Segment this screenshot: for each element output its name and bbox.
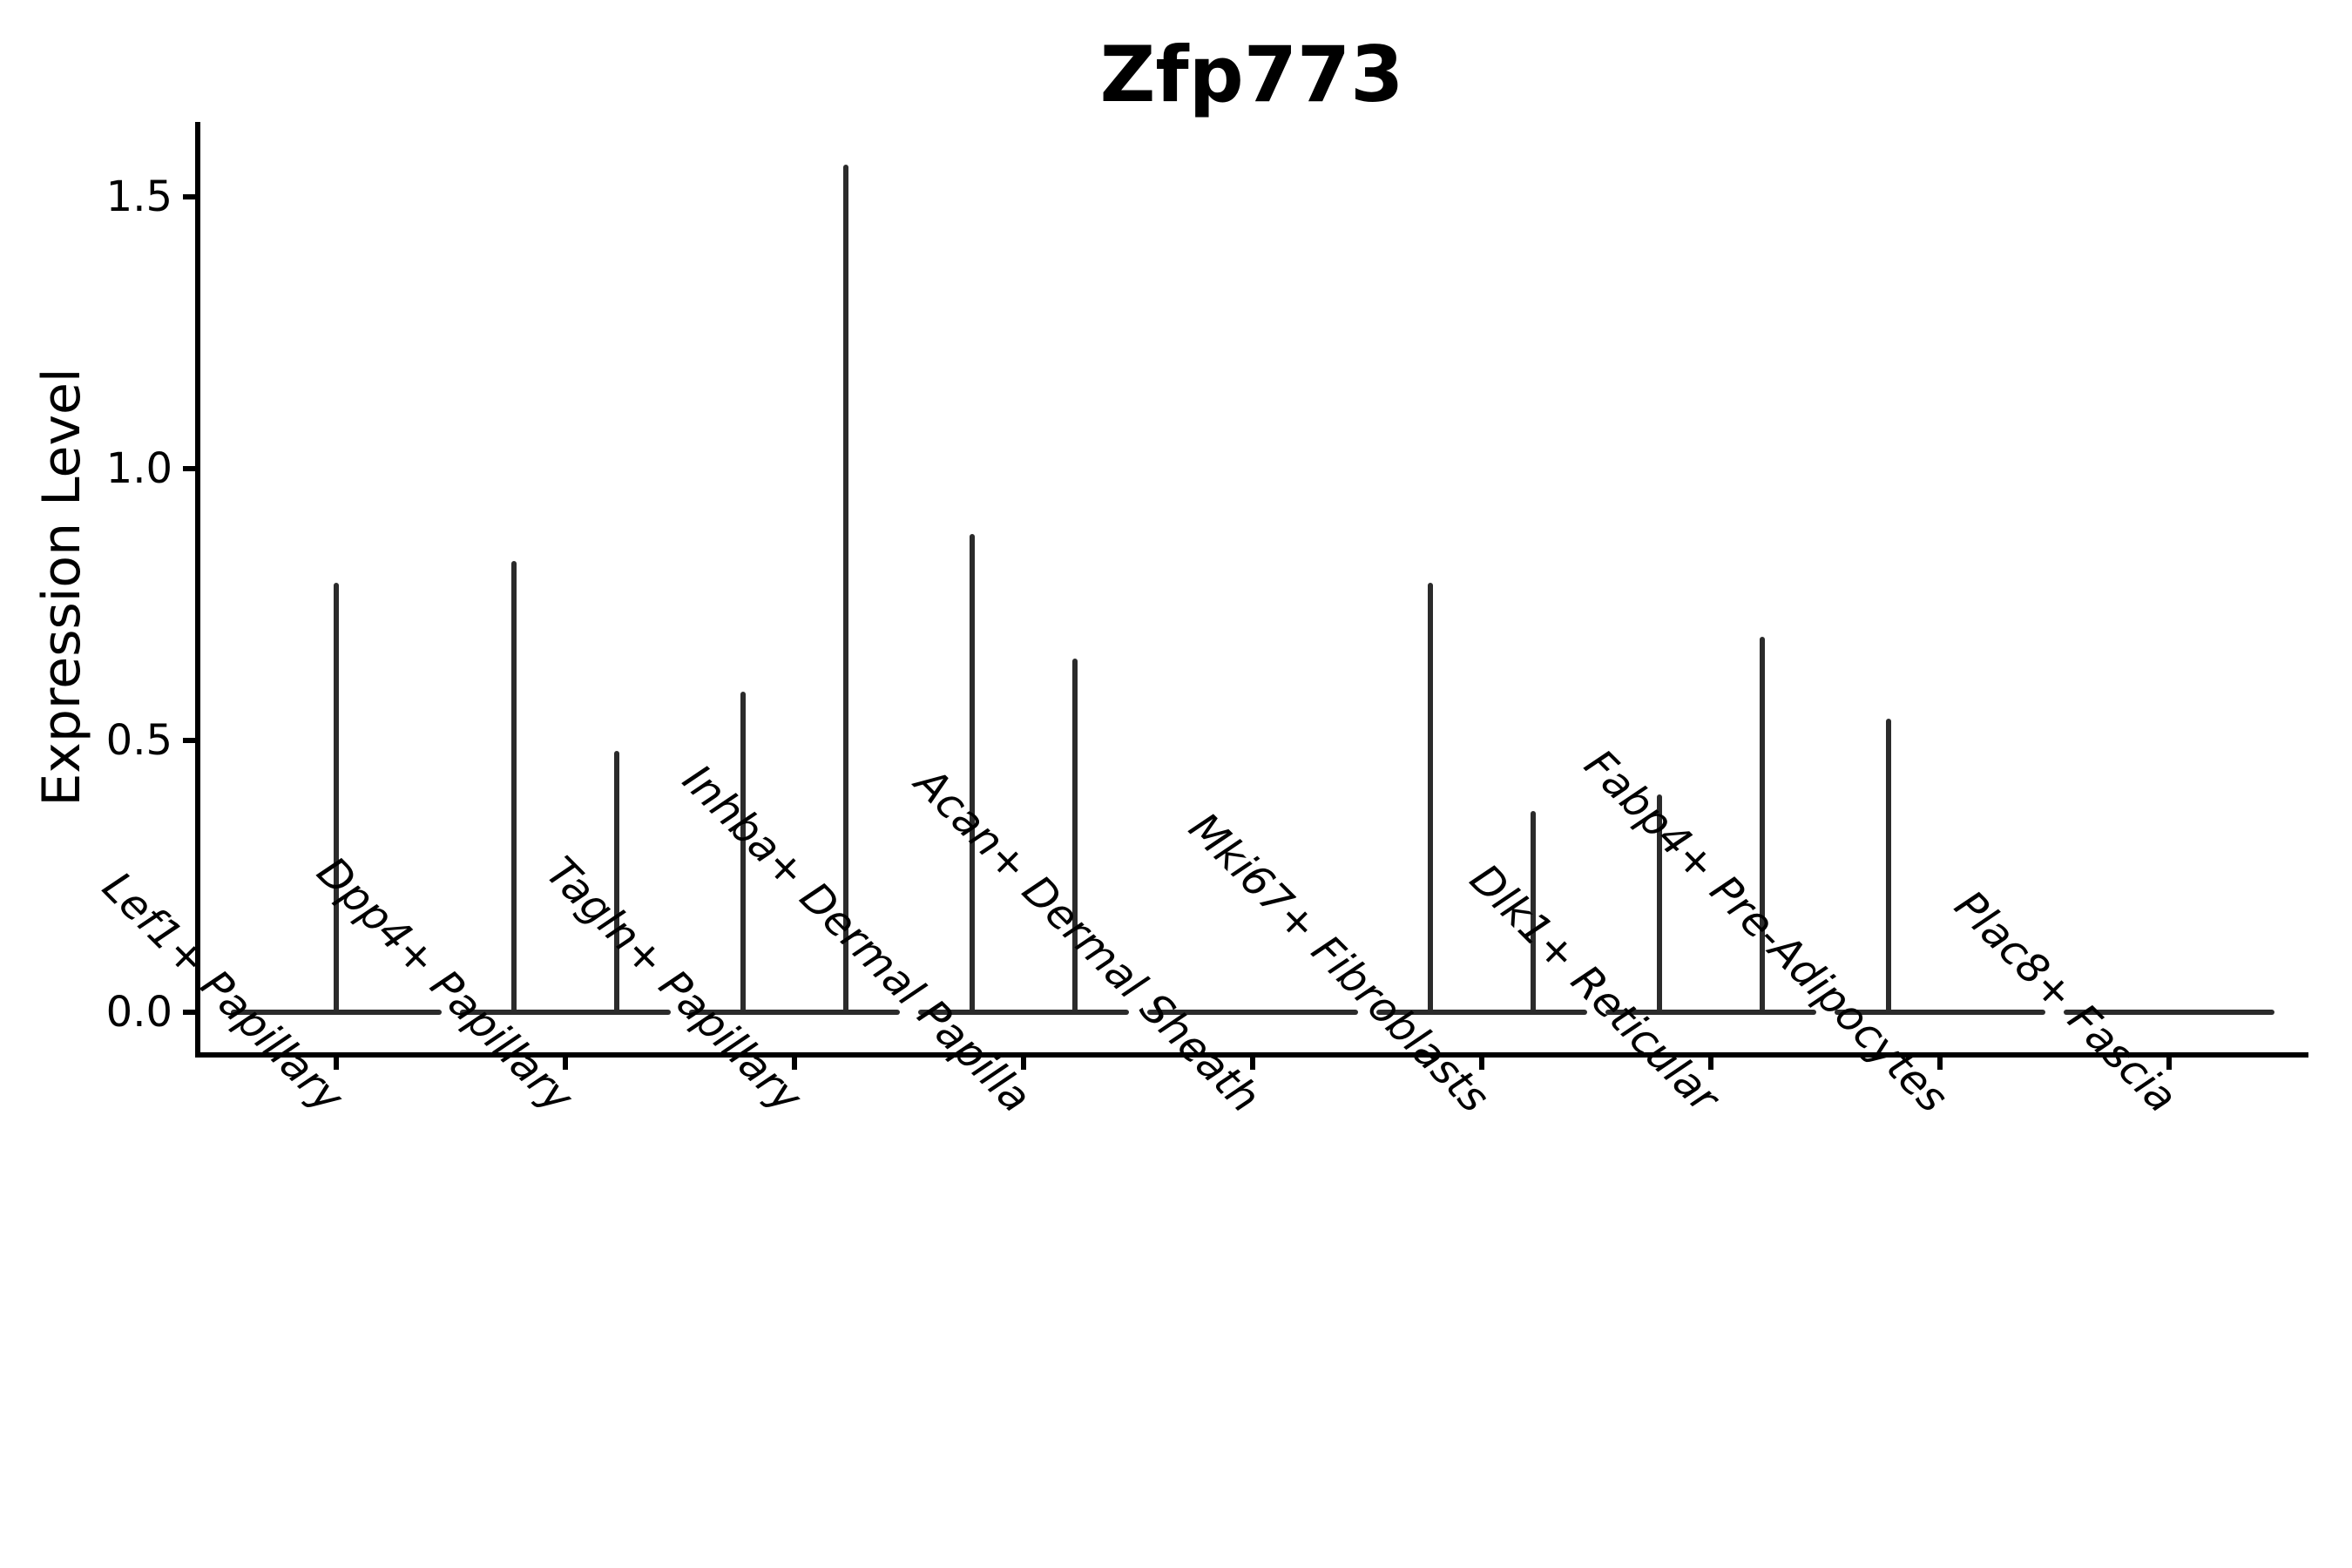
violin-base bbox=[2064, 1010, 2274, 1015]
violin-spike bbox=[1760, 637, 1765, 1015]
violin-spike bbox=[1531, 811, 1536, 1015]
violin-base bbox=[1147, 1010, 1358, 1015]
y-tick-label: 1.0 bbox=[105, 444, 172, 493]
x-tick bbox=[1250, 1058, 1255, 1070]
y-tick bbox=[183, 1010, 195, 1015]
violin-spike bbox=[843, 164, 848, 1015]
y-tick-label: 1.5 bbox=[105, 172, 172, 221]
x-tick-label: Fabp4+ Pre-Adipocytes bbox=[1574, 740, 1957, 1123]
violin-spike bbox=[740, 691, 746, 1015]
y-tick-label: 0.5 bbox=[105, 716, 172, 765]
x-tick-label: Plac8+ Fascia bbox=[1944, 881, 2186, 1123]
y-tick-label: 0.0 bbox=[105, 988, 172, 1037]
violin-base bbox=[460, 1010, 671, 1015]
x-tick bbox=[2166, 1058, 2172, 1070]
y-axis-spine bbox=[195, 122, 200, 1058]
violin-spike bbox=[1886, 719, 1891, 1015]
x-tick-label: Dlk1+ Reticular bbox=[1460, 855, 1728, 1123]
y-tick bbox=[183, 466, 195, 471]
x-tick bbox=[1708, 1058, 1713, 1070]
violin-spike bbox=[970, 533, 975, 1015]
y-tick bbox=[183, 738, 195, 743]
violin-spike bbox=[614, 751, 619, 1015]
violin-base bbox=[1835, 1010, 2045, 1015]
x-tick bbox=[1479, 1058, 1484, 1070]
violin-spike bbox=[1072, 659, 1078, 1015]
x-tick bbox=[792, 1058, 797, 1070]
violin-spike bbox=[1428, 583, 1433, 1015]
violin-base bbox=[689, 1010, 900, 1015]
violin-base bbox=[918, 1010, 1129, 1015]
y-tick bbox=[183, 194, 195, 199]
violin-spike bbox=[511, 561, 517, 1015]
x-tick bbox=[1937, 1058, 1943, 1070]
x-tick bbox=[563, 1058, 568, 1070]
x-tick bbox=[334, 1058, 339, 1070]
violin-base bbox=[1605, 1010, 1816, 1015]
x-tick bbox=[1021, 1058, 1026, 1070]
violin-base bbox=[1376, 1010, 1587, 1015]
violin-spike bbox=[334, 583, 339, 1015]
chart-title: Zfp773 bbox=[1099, 30, 1404, 119]
x-axis-spine bbox=[195, 1052, 2308, 1058]
violin-spike bbox=[1657, 794, 1662, 1015]
